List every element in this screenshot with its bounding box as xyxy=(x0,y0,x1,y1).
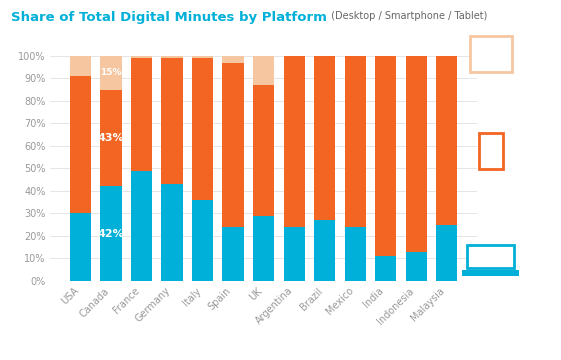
Bar xyxy=(131,58,152,171)
Bar xyxy=(70,56,91,76)
Bar xyxy=(314,220,335,281)
Text: (Desktop / Smartphone / Tablet): (Desktop / Smartphone / Tablet) xyxy=(328,11,488,21)
Bar xyxy=(283,227,305,281)
Bar xyxy=(70,76,91,213)
Bar xyxy=(223,63,244,227)
Bar xyxy=(406,252,427,281)
Bar xyxy=(375,256,397,281)
Text: 15%: 15% xyxy=(100,68,122,77)
Bar xyxy=(344,227,366,281)
Bar xyxy=(406,56,427,252)
Bar xyxy=(162,56,183,58)
Text: 42%: 42% xyxy=(98,229,125,239)
Bar xyxy=(253,216,274,281)
Bar xyxy=(70,213,91,281)
Bar xyxy=(100,186,122,281)
Bar xyxy=(100,90,122,186)
Bar xyxy=(314,56,335,220)
Bar xyxy=(253,56,274,85)
Bar xyxy=(436,56,457,225)
Bar xyxy=(192,58,213,200)
Bar xyxy=(131,171,152,281)
Bar xyxy=(131,56,152,58)
Bar xyxy=(436,225,457,281)
Bar xyxy=(223,227,244,281)
Bar xyxy=(162,184,183,281)
Bar xyxy=(375,56,397,256)
Bar xyxy=(192,200,213,281)
Bar xyxy=(223,56,244,63)
Text: 43%: 43% xyxy=(98,133,125,143)
Bar xyxy=(162,58,183,184)
Bar xyxy=(283,56,305,227)
Bar xyxy=(100,56,122,90)
Bar xyxy=(344,56,366,227)
Bar xyxy=(253,85,274,216)
Text: Share of Total Digital Minutes by Platform: Share of Total Digital Minutes by Platfo… xyxy=(11,11,327,24)
Bar xyxy=(192,56,213,58)
